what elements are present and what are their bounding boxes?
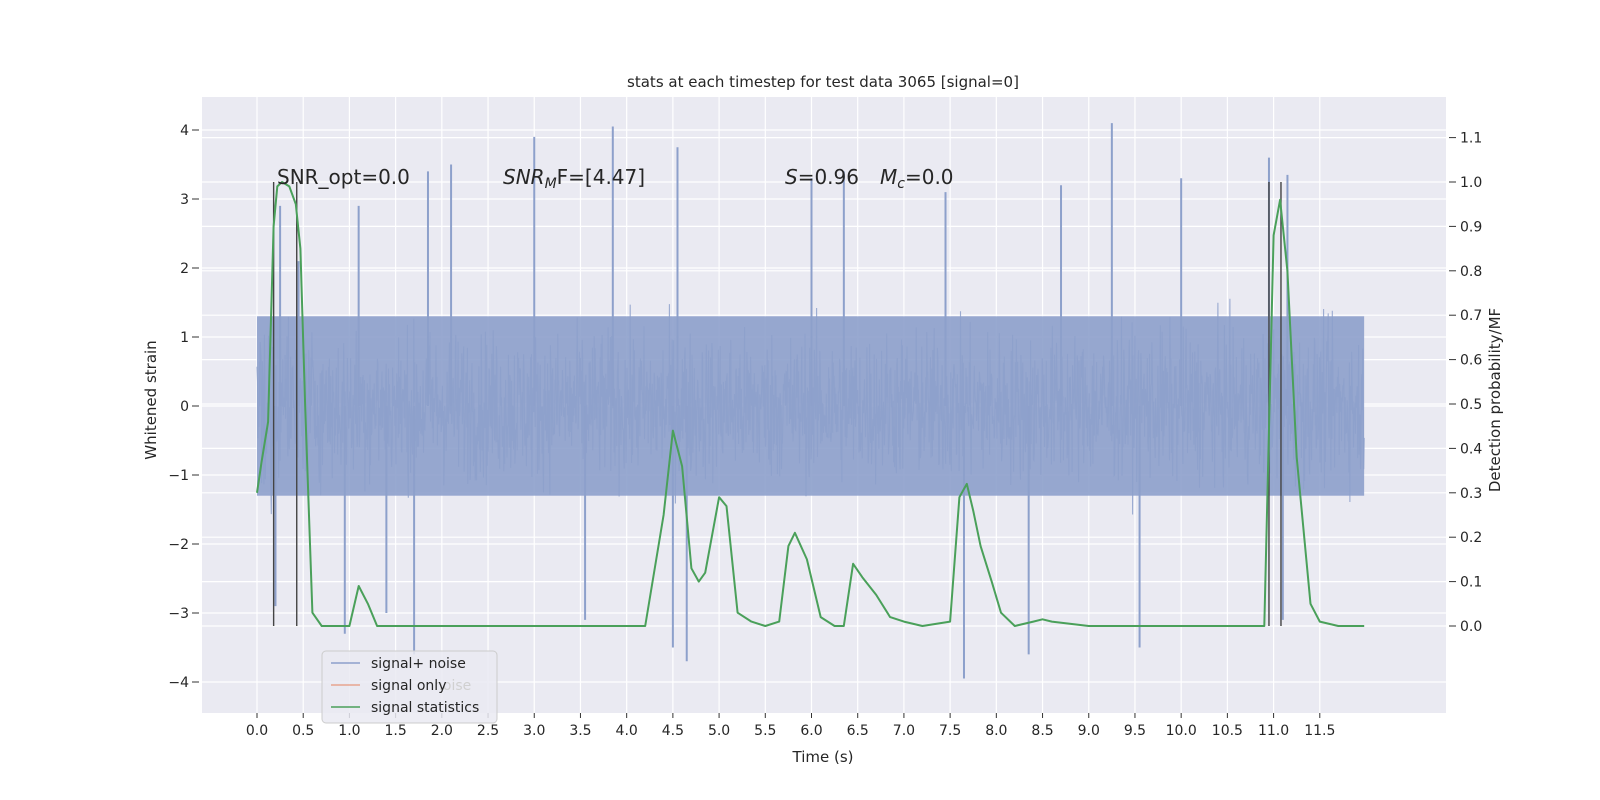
y-tick-label: 1 — [180, 330, 189, 346]
x-tick-label: 10.5 — [1212, 723, 1243, 739]
legend-hidden-text: noise — [434, 678, 471, 694]
legend-label-signal-only: signal only — [371, 678, 446, 694]
signal-noise-series — [256, 123, 1365, 679]
y2-tick-label: 0.9 — [1460, 219, 1482, 235]
annotation-s-symbol: S — [785, 165, 798, 189]
annotation-snr-mf-prefix: SNR — [503, 165, 545, 189]
x-tick-label: 0.0 — [246, 723, 268, 739]
x-axis: 0.0 0.5 1.0 1.5 2.0 2.5 3.0 3.5 4.0 4.5 5.0 5.5 6.0 6… — [246, 713, 1335, 739]
y2-tick-label: 0.8 — [1460, 264, 1482, 280]
y2-tick-label: 1.0 — [1460, 175, 1482, 191]
x-tick-label: 9.0 — [1078, 723, 1100, 739]
y-axis-right: 0.0 0.1 0.2 0.3 0.4 0.5 0.6 0.7 0.8 0.9 1.0 1.1 — [1449, 131, 1482, 635]
x-tick-label: 2.0 — [431, 723, 453, 739]
x-tick-label: 4.0 — [616, 723, 638, 739]
x-axis-title: Time (s) — [792, 748, 854, 766]
y2-tick-label: 0.6 — [1460, 353, 1482, 369]
y-tick-label: −4 — [168, 675, 189, 691]
x-tick-label: 0.5 — [292, 723, 314, 739]
y2-tick-label: 0.5 — [1460, 397, 1482, 413]
x-tick-label: 6.0 — [800, 723, 822, 739]
y2-tick-label: 0.4 — [1460, 441, 1482, 457]
y2-tick-label: 1.1 — [1460, 131, 1482, 147]
annotation-mc-value: =0.0 — [905, 165, 954, 189]
x-tick-label: 3.0 — [523, 723, 545, 739]
y-tick-label: −3 — [168, 606, 189, 622]
y-tick-label: 3 — [180, 192, 189, 208]
chart-title: stats at each timestep for test data 306… — [627, 73, 1019, 91]
x-tick-label: 10.0 — [1166, 723, 1197, 739]
x-tick-label: 2.5 — [477, 723, 499, 739]
x-tick-label: 8.5 — [1031, 723, 1053, 739]
y-tick-label: 4 — [180, 123, 189, 139]
x-tick-label: 6.5 — [847, 723, 869, 739]
x-tick-label: 3.5 — [569, 723, 591, 739]
y2-tick-label: 0.7 — [1460, 308, 1482, 324]
x-tick-label: 7.0 — [893, 723, 915, 739]
signal-statistics-series — [256, 181, 1365, 627]
annotation-mc: Mc=0.0 — [880, 165, 954, 192]
x-tick-label: 5.0 — [708, 723, 730, 739]
y-tick-label: −1 — [168, 468, 189, 484]
x-tick-label: 5.5 — [754, 723, 776, 739]
y2-tick-label: 0.0 — [1460, 619, 1482, 635]
annotation-s-value: =0.96 — [798, 165, 859, 189]
legend-label-signal-statistics: signal statistics — [371, 700, 479, 716]
annotation-snr-mf-suffix: F=[4.47] — [557, 165, 645, 189]
signal-statistics-line — [256, 181, 1365, 627]
annotation-snr-mf: SNRMF=[4.47] — [503, 165, 645, 192]
x-tick-label: 11.0 — [1258, 723, 1289, 739]
y2-tick-label: 0.2 — [1460, 530, 1482, 546]
annotation-snr-opt: SNR_opt=0.0 — [277, 165, 410, 189]
y2-tick-label: 0.1 — [1460, 575, 1482, 591]
y-tick-label: 0 — [180, 399, 189, 415]
y-axis-left: −4 −3 −2 −1 0 1 2 3 4 — [168, 123, 199, 691]
x-tick-label: 1.5 — [384, 723, 406, 739]
x-tick-label: 9.5 — [1124, 723, 1146, 739]
x-tick-label: 11.5 — [1304, 723, 1335, 739]
y2-axis-title: Detection probability/MF — [1486, 308, 1504, 492]
legend-label-signal-noise: signal+ noise — [371, 656, 466, 672]
y-axis-title: Whitened strain — [142, 340, 160, 459]
x-tick-label: 7.5 — [939, 723, 961, 739]
legend: noise signal+ noise signal only signal s… — [321, 650, 498, 724]
annotation-s: S=0.96 — [785, 165, 859, 189]
y2-tick-label: 0.3 — [1460, 486, 1482, 502]
y-tick-label: −2 — [168, 537, 189, 553]
annotation-mc-sub: c — [897, 176, 905, 192]
annotation-snr-mf-sub: M — [545, 176, 557, 192]
x-tick-label: 8.0 — [985, 723, 1007, 739]
x-tick-label: 1.0 — [338, 723, 360, 739]
x-tick-label: 4.5 — [662, 723, 684, 739]
annotation-mc-symbol: M — [880, 165, 897, 189]
y-tick-label: 2 — [180, 261, 189, 277]
legend-box — [321, 650, 498, 724]
